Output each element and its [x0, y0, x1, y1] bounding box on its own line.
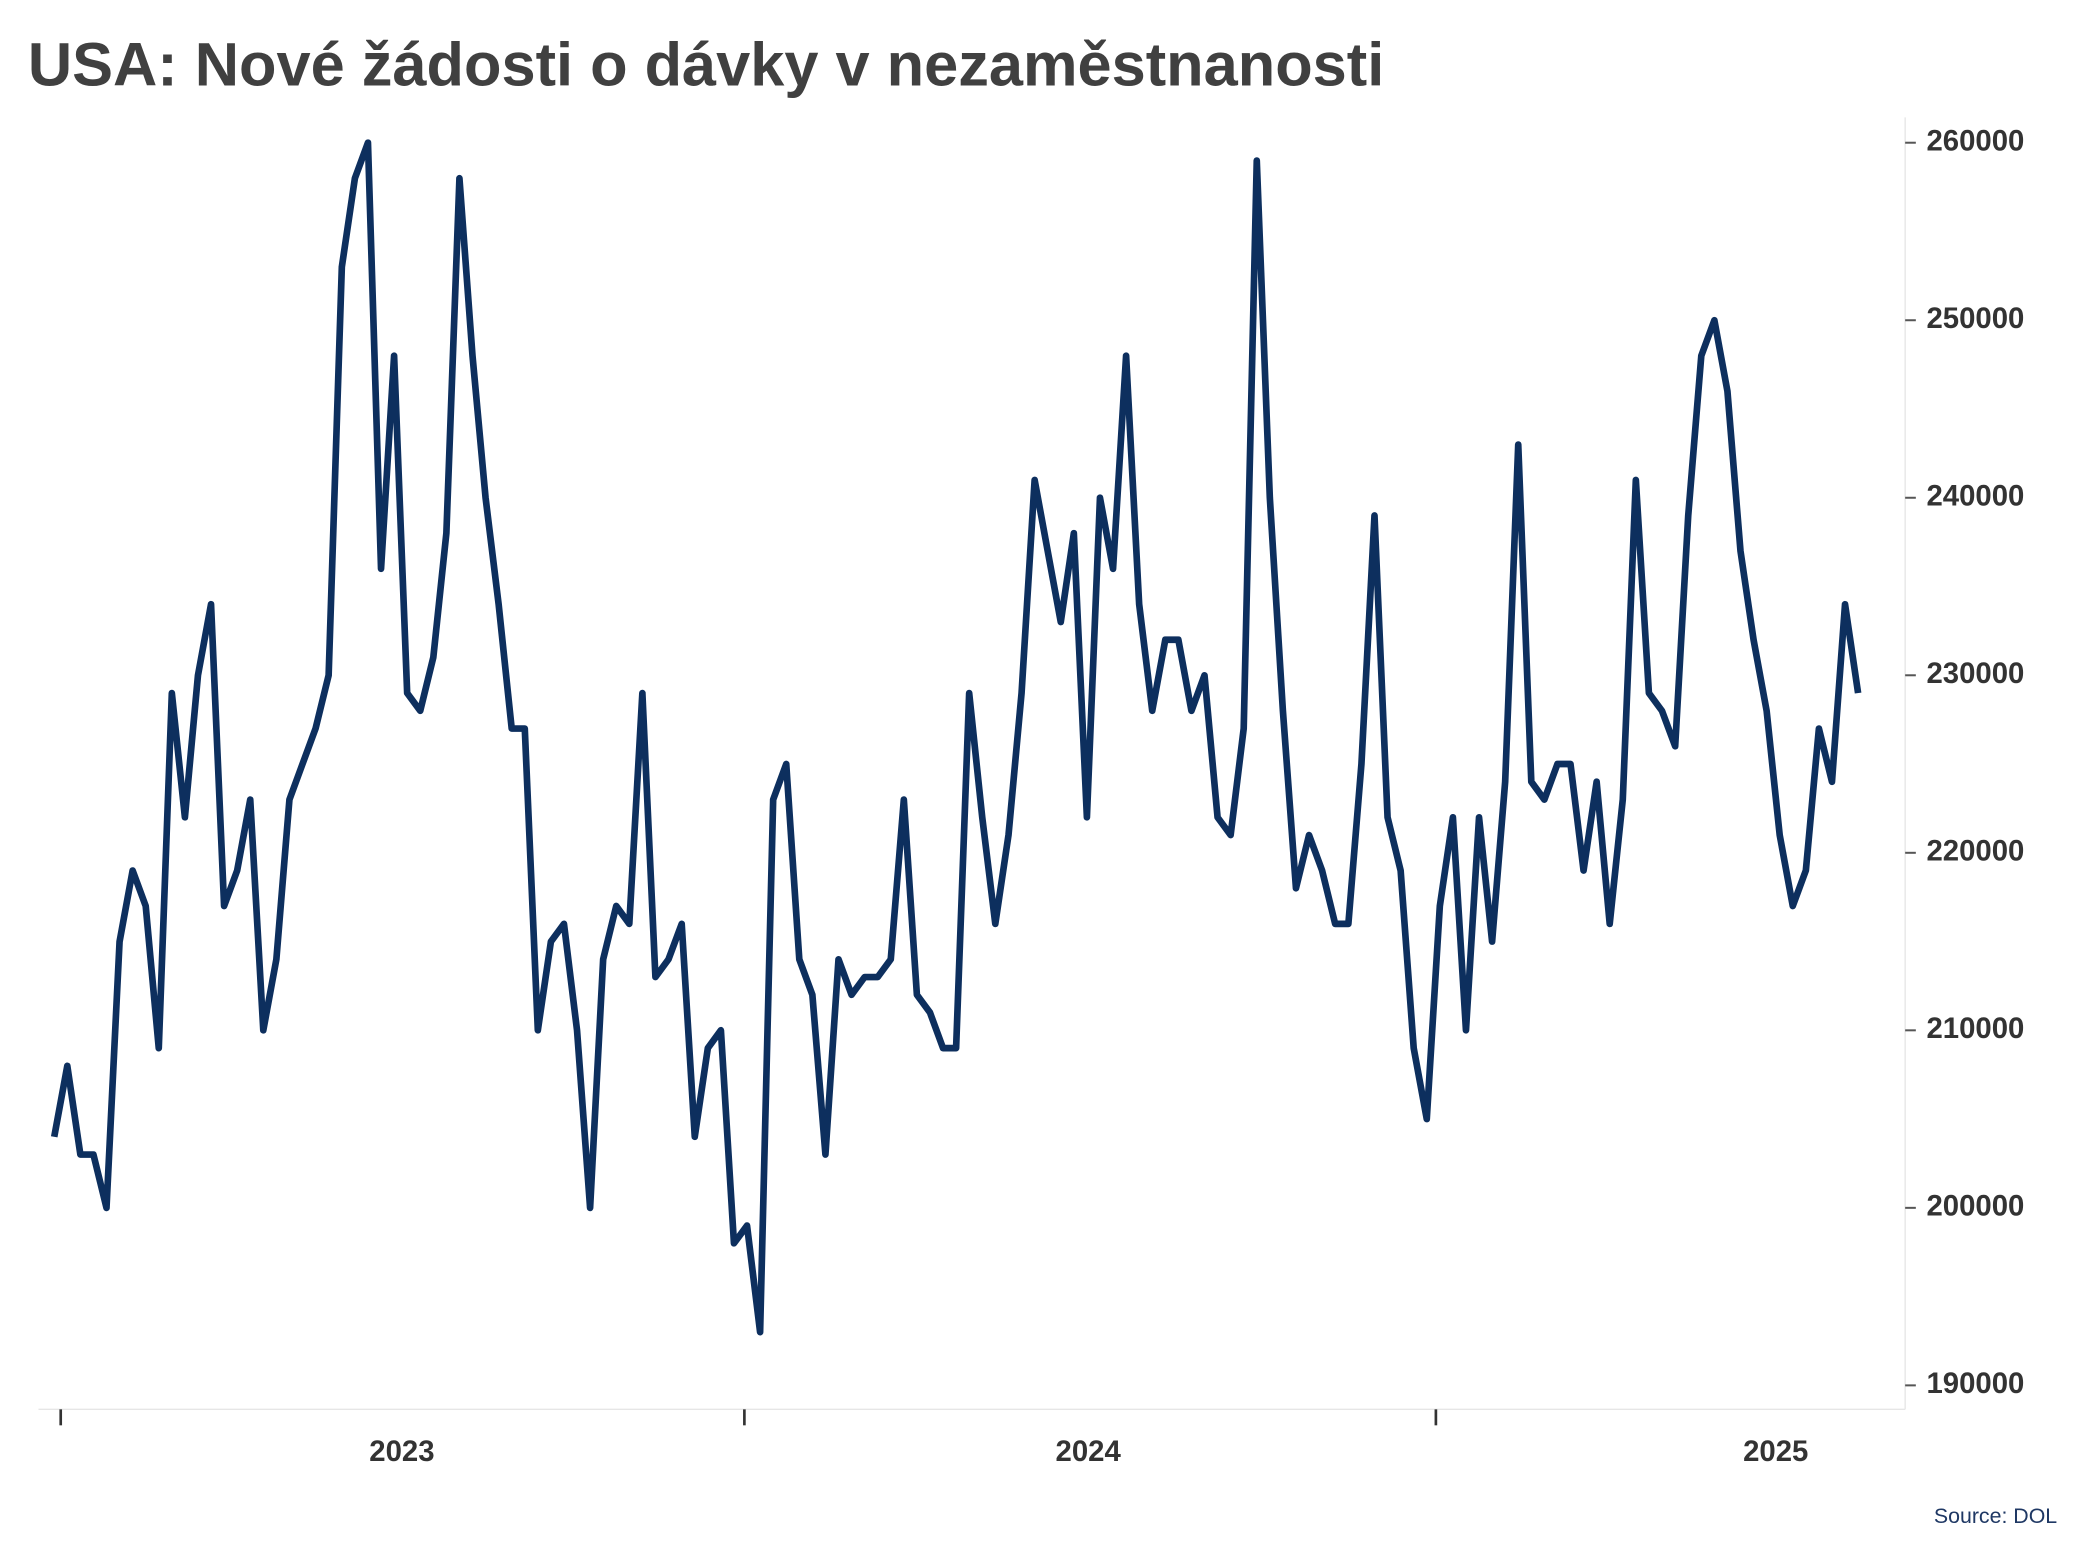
- y-tick-label: 210000: [1927, 1012, 2025, 1045]
- x-tick-label: 2023: [369, 1435, 434, 1468]
- y-tick-label: 200000: [1927, 1190, 2025, 1223]
- y-tick-label: 250000: [1927, 302, 2025, 335]
- y-tick-label: 240000: [1927, 480, 2025, 513]
- y-tick-label: 190000: [1927, 1367, 2025, 1400]
- y-tick-label: 260000: [1927, 124, 2025, 157]
- source: Source: DOL: [1934, 1504, 2057, 1528]
- x-tick-label: 2024: [1056, 1435, 1122, 1468]
- y-tick-label: 230000: [1927, 657, 2025, 690]
- x-tick-label: 2025: [1743, 1435, 1808, 1468]
- line: [50, 139, 1862, 1336]
- chart-title: USA: Nové žádosti o dávky v nezaměstnano…: [28, 30, 1384, 99]
- y-tick-label: 220000: [1927, 835, 2025, 868]
